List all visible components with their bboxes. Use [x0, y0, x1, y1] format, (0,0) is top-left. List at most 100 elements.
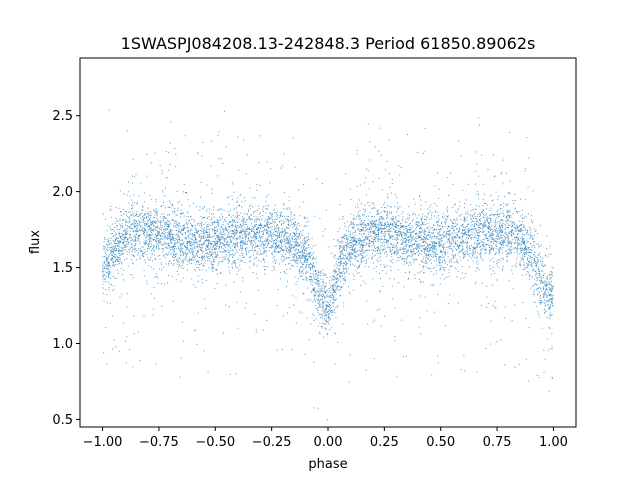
- data-point: [150, 240, 152, 242]
- data-point: [200, 229, 202, 231]
- data-point: [256, 218, 258, 220]
- data-point: [188, 260, 190, 262]
- data-point: [403, 231, 405, 233]
- data-point: [432, 254, 434, 256]
- data-point: [286, 269, 288, 271]
- data-point: [338, 273, 340, 275]
- data-point: [551, 287, 553, 289]
- data-point: [197, 312, 199, 314]
- data-point: [375, 248, 377, 249]
- data-point: [411, 220, 413, 222]
- data-point: [175, 242, 177, 244]
- data-point: [119, 254, 121, 256]
- data-point: [348, 273, 350, 275]
- data-point: [546, 286, 548, 288]
- data-point: [298, 233, 300, 235]
- data-point: [200, 225, 202, 227]
- data-point: [396, 234, 398, 236]
- data-point: [106, 268, 108, 270]
- data-point: [314, 305, 316, 307]
- data-point: [477, 194, 479, 196]
- data-point: [396, 260, 398, 262]
- data-point: [164, 233, 166, 235]
- data-point: [224, 229, 226, 231]
- data-point: [178, 225, 180, 227]
- data-point: [132, 211, 134, 213]
- data-point: [415, 236, 417, 238]
- data-point: [462, 240, 464, 242]
- data-point: [175, 153, 177, 155]
- data-point: [360, 244, 362, 246]
- data-point: [447, 256, 449, 258]
- data-point: [456, 260, 458, 262]
- data-point: [525, 216, 527, 218]
- data-point: [284, 242, 286, 244]
- data-point: [321, 182, 323, 184]
- data-point: [544, 284, 546, 286]
- data-point: [115, 234, 117, 236]
- data-point: [439, 283, 441, 285]
- data-point: [493, 248, 495, 250]
- data-point: [232, 250, 234, 252]
- data-point: [227, 234, 229, 236]
- data-point: [150, 234, 152, 236]
- data-point: [128, 211, 130, 213]
- data-point: [317, 295, 319, 297]
- data-point: [341, 275, 343, 277]
- data-point: [162, 248, 164, 250]
- data-point: [317, 312, 319, 314]
- data-point: [463, 218, 465, 220]
- data-point: [465, 231, 467, 233]
- data-point: [498, 267, 500, 269]
- data-point: [315, 282, 317, 284]
- data-point: [423, 245, 425, 247]
- data-point: [247, 209, 249, 211]
- data-point: [278, 244, 280, 246]
- data-point: [230, 242, 232, 244]
- data-point: [107, 258, 109, 260]
- data-point: [361, 241, 363, 243]
- data-point: [108, 289, 110, 291]
- data-point: [463, 217, 465, 219]
- data-point: [149, 237, 151, 239]
- data-point: [338, 248, 340, 250]
- data-point: [146, 283, 148, 285]
- data-point: [185, 236, 187, 238]
- data-point: [224, 240, 226, 242]
- data-point: [491, 214, 493, 216]
- data-point: [284, 253, 286, 255]
- data-point: [435, 248, 437, 250]
- data-point: [222, 261, 224, 263]
- data-point: [214, 253, 216, 255]
- data-point: [458, 250, 460, 252]
- data-point: [351, 223, 353, 225]
- data-point: [157, 244, 159, 246]
- data-point: [205, 269, 207, 271]
- data-point: [387, 197, 389, 199]
- data-point: [356, 186, 358, 188]
- data-point: [391, 178, 393, 180]
- data-point: [111, 223, 113, 225]
- data-point: [465, 212, 467, 214]
- data-point: [165, 230, 167, 232]
- data-point: [277, 236, 279, 238]
- data-point: [290, 250, 292, 252]
- data-point: [105, 256, 107, 258]
- data-point: [303, 260, 305, 262]
- data-point: [291, 254, 293, 256]
- data-point: [426, 228, 428, 230]
- data-point: [447, 230, 449, 232]
- data-point: [127, 239, 129, 241]
- data-point: [325, 282, 327, 284]
- data-point: [196, 242, 198, 244]
- data-point: [477, 267, 479, 269]
- data-point: [369, 212, 371, 214]
- data-point: [252, 227, 254, 229]
- data-point: [137, 331, 139, 333]
- data-point: [219, 219, 221, 221]
- data-point: [339, 204, 341, 206]
- data-point: [461, 242, 463, 244]
- data-point: [501, 223, 503, 225]
- data-point: [430, 214, 432, 216]
- data-point: [351, 244, 353, 246]
